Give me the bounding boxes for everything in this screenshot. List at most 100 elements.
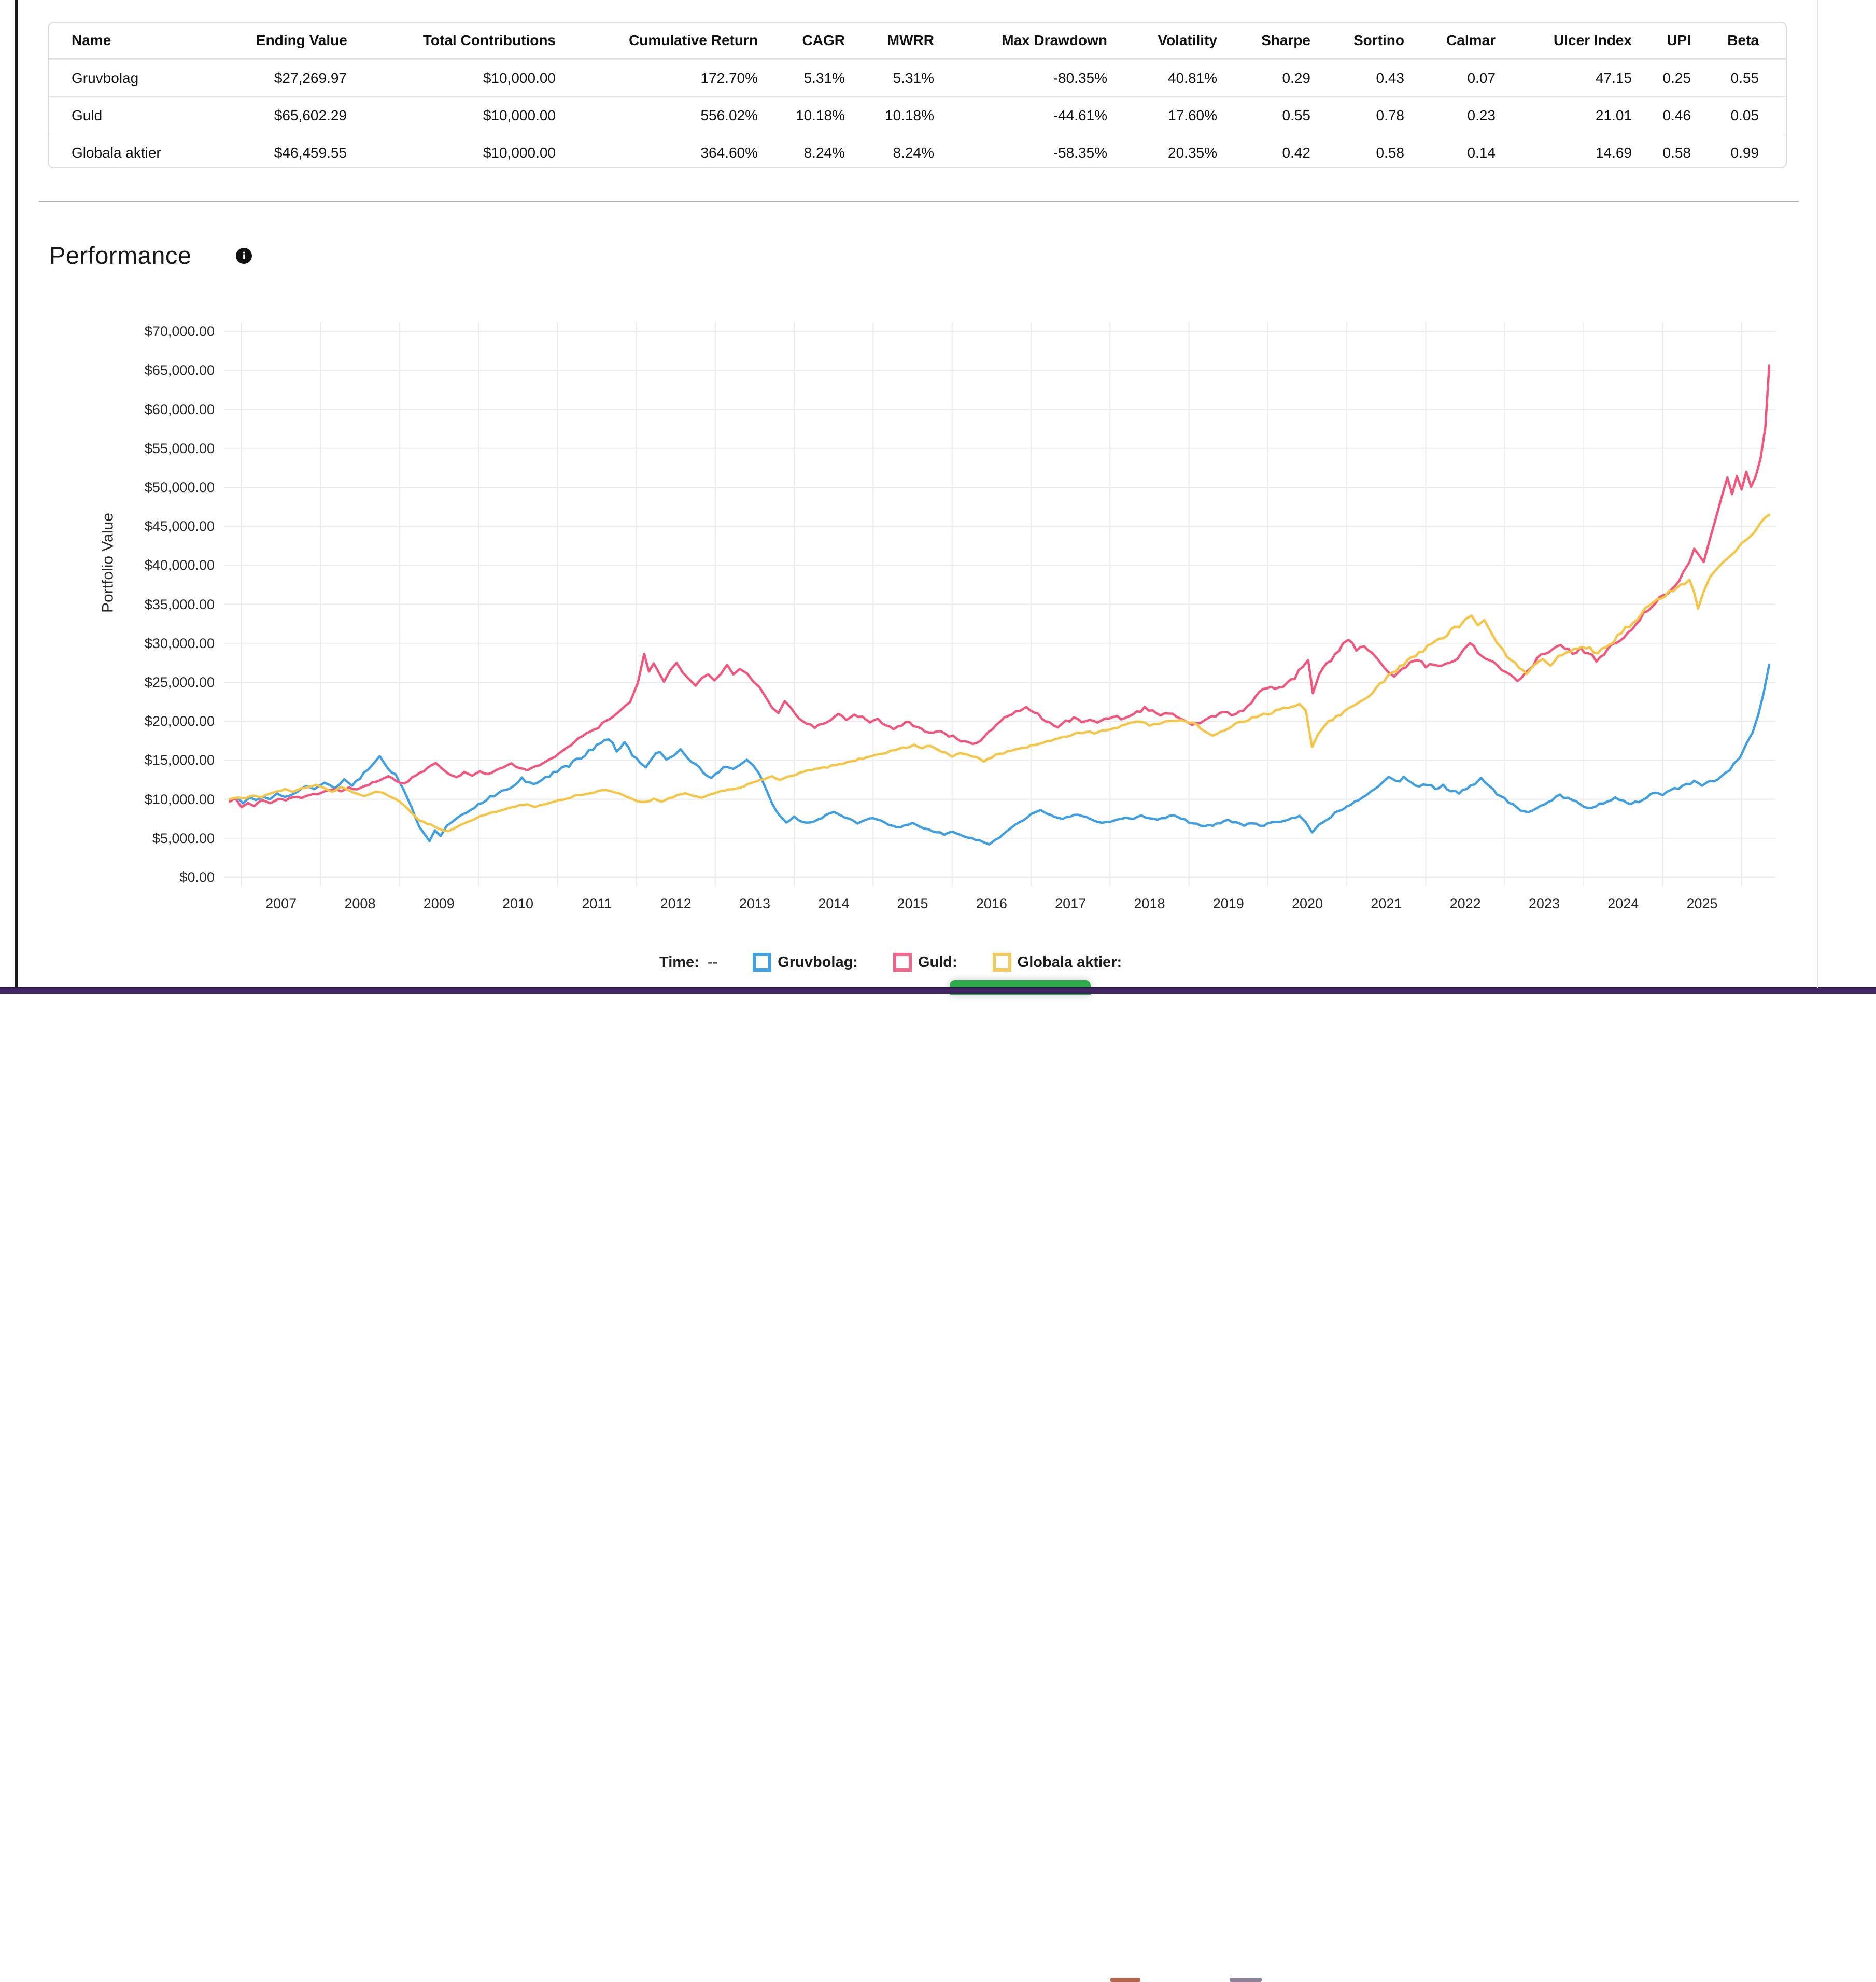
chart-canvas[interactable] (0, 0, 1876, 994)
y-tick-label: $10,000.00 (144, 791, 215, 807)
table-cell: 0.23 (1467, 107, 1496, 123)
table-cell: 40.81% (1168, 69, 1217, 86)
column-header[interactable]: Calmar (1446, 32, 1496, 48)
table-cell: 8.24% (893, 144, 934, 161)
table-cell: 0.25 (1662, 69, 1691, 86)
table-cell: $10,000.00 (483, 69, 556, 86)
info-icon[interactable]: i (236, 248, 252, 264)
legend-time-label: Time: (659, 953, 699, 971)
x-tick-label: 2008 (344, 896, 376, 911)
column-header[interactable]: Cumulative Return (629, 32, 758, 48)
table-cell: $10,000.00 (483, 107, 556, 123)
x-tick-label: 2022 (1449, 896, 1481, 911)
x-tick-label: 2021 (1371, 896, 1402, 911)
table-cell: $65,602.29 (274, 107, 347, 123)
table-cell: 21.01 (1595, 107, 1632, 123)
legend-item-guld[interactable]: Guld: (893, 953, 957, 972)
table-cell: 0.55 (1730, 69, 1759, 86)
table-cell: 0.78 (1376, 107, 1405, 123)
column-header[interactable]: Name (72, 32, 111, 48)
x-tick-label: 2019 (1212, 896, 1244, 911)
table-cell: $27,269.97 (274, 69, 347, 86)
table-cell: 556.02% (700, 107, 758, 123)
x-tick-label: 2009 (423, 896, 455, 911)
y-tick-label: $0.00 (179, 869, 215, 885)
stats-row: Guld $65,602.29 $10,000.00 556.02% 10.18% 10.… (49, 96, 1786, 134)
table-cell: 0.43 (1376, 69, 1405, 86)
legend-swatch (753, 953, 772, 972)
y-tick-label: $45,000.00 (144, 518, 215, 535)
series-line-guld[interactable] (228, 364, 1771, 809)
stats-row: Globala aktier $46,459.55 $10,000.00 364.60… (49, 134, 1786, 167)
stats-header-row: Name Ending Value Total Contributions Cumul… (49, 23, 1786, 59)
x-tick-label: 2012 (660, 896, 692, 911)
legend-swatch (893, 953, 912, 972)
table-cell: -58.35% (1053, 144, 1107, 161)
legend-label: Globala aktier: (1017, 953, 1122, 971)
column-header[interactable]: Ulcer Index (1554, 32, 1632, 48)
x-tick-label: 2011 (582, 896, 612, 911)
table-cell: 10.18% (796, 107, 845, 123)
column-header[interactable]: Sharpe (1261, 32, 1310, 48)
x-tick-label: 2010 (502, 896, 534, 911)
table-cell: 0.42 (1282, 144, 1311, 161)
table-cell: Guld (72, 107, 103, 123)
legend-time: Time: -- (659, 954, 717, 971)
x-tick-label: 2024 (1607, 896, 1639, 911)
bottom-bar (0, 987, 1876, 1982)
legend-item-globala-aktier[interactable]: Globala aktier: (992, 953, 1122, 972)
column-header[interactable]: Sortino (1353, 32, 1404, 48)
series-line-globala-aktier[interactable] (228, 513, 1771, 833)
x-tick-label: 2023 (1528, 896, 1560, 911)
x-tick-label: 2007 (265, 896, 297, 911)
table-cell: 20.35% (1168, 144, 1217, 161)
bottom-bar-item[interactable] (1230, 1978, 1262, 1982)
legend-item-gruvbolag[interactable]: Gruvbolag: (753, 953, 858, 972)
y-tick-label: $65,000.00 (144, 362, 215, 378)
x-tick-label: 2025 (1686, 896, 1718, 911)
y-tick-label: $25,000.00 (144, 674, 215, 690)
table-cell: 8.24% (803, 144, 845, 161)
table-cell: $46,459.55 (274, 144, 347, 161)
column-header[interactable]: UPI (1667, 32, 1691, 48)
column-header[interactable]: Max Drawdown (1002, 32, 1107, 48)
y-tick-label: $55,000.00 (144, 440, 215, 456)
legend-label: Guld: (918, 953, 957, 971)
x-tick-label: 2013 (739, 896, 770, 911)
column-header[interactable]: Beta (1727, 32, 1759, 48)
page-right-divider (1817, 0, 1818, 988)
table-cell: 364.60% (700, 144, 758, 161)
portfolio-stats-card: Name Ending Value Total Contributions Cumul… (48, 22, 1787, 168)
table-cell: 0.29 (1282, 69, 1311, 86)
table-cell: -80.35% (1053, 69, 1107, 86)
table-cell: 0.07 (1467, 69, 1496, 86)
column-header[interactable]: Total Contributions (422, 32, 556, 48)
table-cell: 0.05 (1730, 107, 1759, 123)
table-cell: 0.14 (1467, 144, 1496, 161)
series-line-gruvbolag[interactable] (228, 663, 1771, 846)
x-tick-label: 2020 (1292, 896, 1323, 911)
column-header[interactable]: CAGR (802, 32, 845, 48)
y-tick-label: $40,000.00 (144, 557, 215, 573)
column-header[interactable]: Ending Value (256, 32, 347, 48)
table-cell: Globala aktier (72, 144, 161, 161)
stats-table: Name Ending Value Total Contributions Cumul… (49, 23, 1786, 167)
table-cell: 172.70% (700, 69, 758, 86)
column-header[interactable]: MWRR (887, 32, 934, 48)
table-cell: 0.55 (1282, 107, 1311, 123)
column-header[interactable]: Volatility (1158, 32, 1217, 48)
bottom-bar-item[interactable] (1110, 1978, 1140, 1982)
performance-section-title: Performance (49, 242, 192, 269)
table-cell: 17.60% (1168, 107, 1217, 123)
legend-label: Gruvbolag: (778, 953, 858, 971)
table-cell: $10,000.00 (483, 144, 556, 161)
x-tick-label: 2016 (976, 896, 1007, 911)
table-cell: 14.69 (1595, 144, 1632, 161)
stats-row: Gruvbolag $27,269.97 $10,000.00 172.70% 5.31… (49, 59, 1786, 96)
table-cell: 0.58 (1376, 144, 1405, 161)
x-tick-label: 2015 (897, 896, 928, 911)
table-cell: 47.15 (1595, 69, 1632, 86)
y-tick-label: $20,000.00 (144, 713, 215, 729)
y-tick-label: $35,000.00 (144, 596, 215, 612)
y-tick-label: $30,000.00 (144, 635, 215, 651)
